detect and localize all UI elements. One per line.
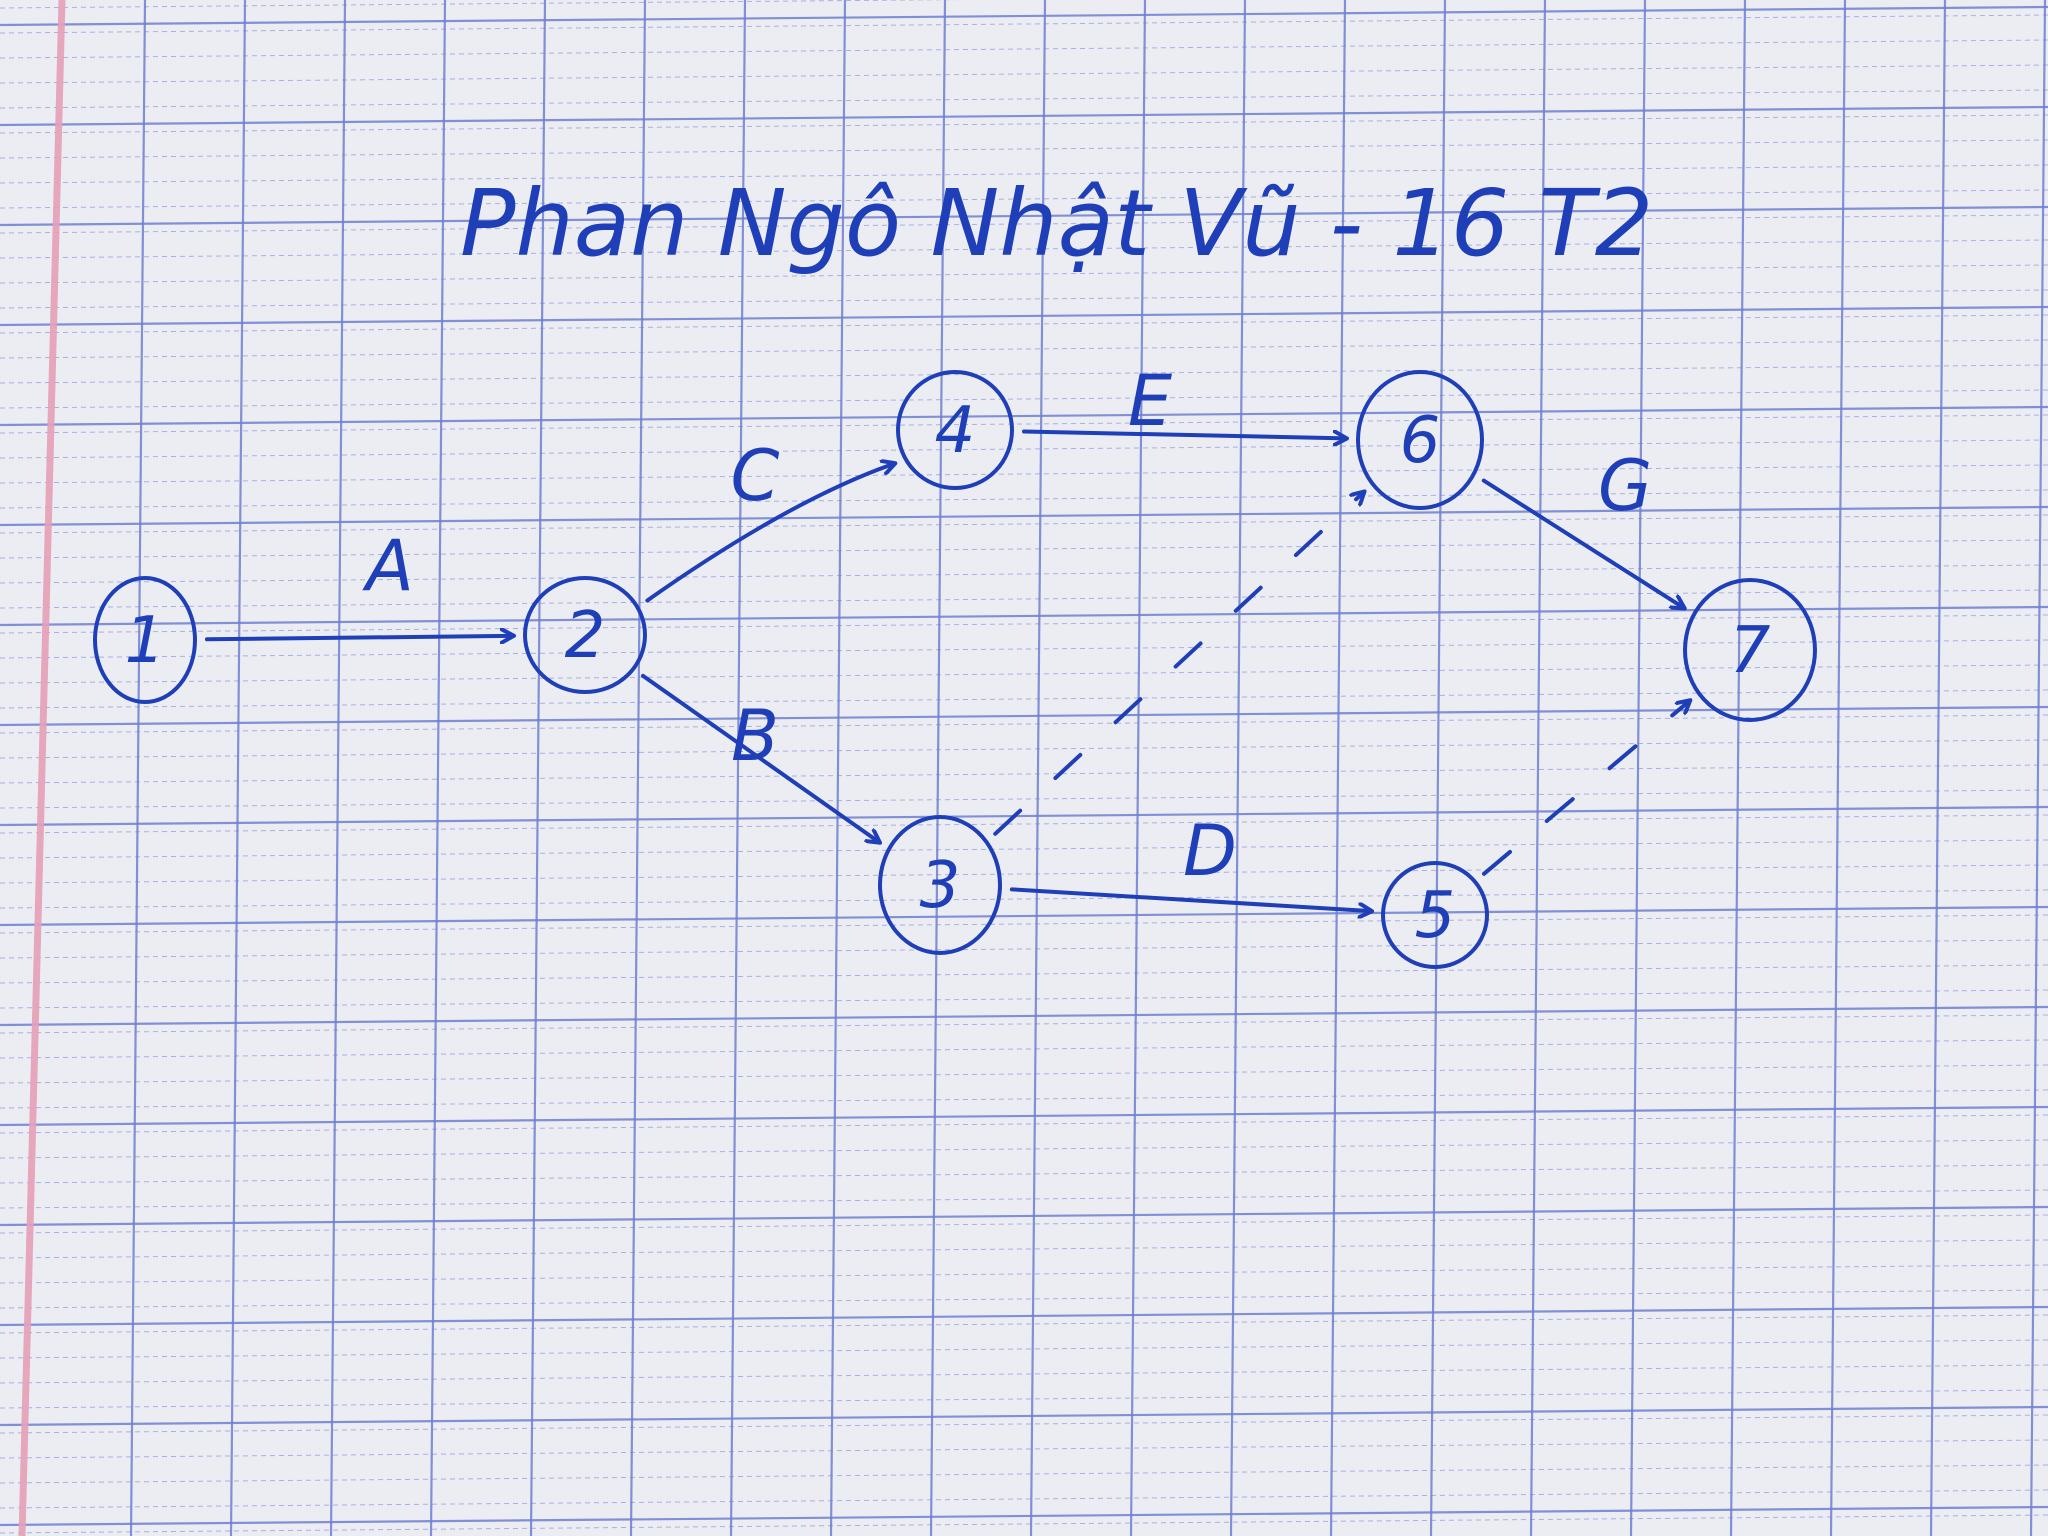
major-rule-horizontal [0, 105, 2048, 127]
major-rule-horizontal [0, 1405, 2048, 1427]
major-rule-vertical [929, 0, 947, 1536]
major-rule-horizontal [0, 605, 2048, 627]
major-rule-vertical [1529, 0, 1547, 1536]
major-rule-horizontal [0, 905, 2048, 927]
activity-A-arrow [204, 636, 513, 639]
major-rule-horizontal [0, 705, 2048, 727]
node-6: 6 [1356, 370, 1484, 510]
activity-D-arrow [1009, 887, 1371, 911]
major-rule-vertical [229, 0, 247, 1536]
edges [204, 429, 1690, 911]
node-4-label: 4 [935, 394, 976, 468]
margin-line [18, 0, 66, 1536]
major-rule-vertical [829, 0, 847, 1536]
activity-E-arrow [1021, 429, 1346, 438]
edge-label-G: G [1598, 445, 1652, 527]
node-7: 7 [1683, 578, 1817, 722]
activity-B-arrow [641, 673, 879, 842]
node-6-circle [1356, 370, 1484, 510]
node-2-circle [523, 576, 647, 694]
edge-label-D: D [1183, 810, 1237, 892]
major-rule-vertical [129, 0, 147, 1536]
activity-C-arrow [645, 464, 894, 603]
node-1-label: 1 [125, 604, 166, 678]
major-rule-vertical [329, 0, 347, 1536]
major-rule-horizontal [0, 805, 2048, 827]
edge-label-C: C [731, 435, 780, 517]
margin-line-stroke [18, 0, 66, 1536]
major-rule-vertical [729, 0, 747, 1536]
node-3: 3 [878, 815, 1002, 955]
major-rule-vertical [1829, 0, 1847, 1536]
major-rule-vertical [1129, 0, 1147, 1536]
major-rule-vertical [1429, 0, 1447, 1536]
node-4: 4 [896, 370, 1014, 490]
major-rule-vertical [1029, 0, 1047, 1536]
dummy-activity-d36-arrow [993, 492, 1364, 836]
major-rule-horizontal [0, 1105, 2048, 1127]
node-6-label: 6 [1400, 404, 1441, 478]
major-rule-vertical [529, 0, 547, 1536]
major-rule-horizontal [0, 1505, 2048, 1527]
dummy-activity-d57-arrow [1481, 701, 1690, 876]
node-3-label: 3 [920, 849, 961, 923]
major-rule-vertical [2029, 0, 2047, 1536]
node-2-label: 2 [565, 599, 606, 673]
edge-label-B: B [731, 695, 779, 777]
major-rule-vertical [1929, 0, 1947, 1536]
node-2: 2 [523, 576, 647, 694]
activity-G-arrow [1481, 478, 1684, 608]
edge-labels: A B C D E G [362, 360, 1652, 892]
page-title: Phan Ngô Nhật Vũ - 16 T2 [460, 170, 1653, 277]
node-4-circle [896, 370, 1014, 490]
major-rule-horizontal [0, 5, 2048, 27]
major-rule-horizontal [0, 1005, 2048, 1027]
major-rule-vertical [1329, 0, 1347, 1536]
edge-label-A: A [362, 525, 414, 607]
major-rule-vertical [1729, 0, 1747, 1536]
node-1: 1 [93, 576, 197, 704]
major-rule-vertical [1229, 0, 1247, 1536]
nodes: 1 2 3 4 5 6 7 [93, 370, 1817, 969]
major-rule-vertical [629, 0, 647, 1536]
major-rule-vertical [429, 0, 447, 1536]
node-5: 5 [1381, 861, 1489, 969]
major-rule-vertical [1629, 0, 1647, 1536]
node-7-circle [1683, 578, 1817, 722]
major-rule-horizontal [0, 1305, 2048, 1327]
major-rule-horizontal [0, 1205, 2048, 1227]
node-1-circle [93, 576, 197, 704]
edge-label-E: E [1128, 360, 1173, 442]
node-3-circle [878, 815, 1002, 955]
node-7-label: 7 [1730, 614, 1771, 688]
major-rule-horizontal [0, 205, 2048, 227]
node-5-label: 5 [1415, 879, 1456, 953]
node-5-circle [1381, 861, 1489, 969]
